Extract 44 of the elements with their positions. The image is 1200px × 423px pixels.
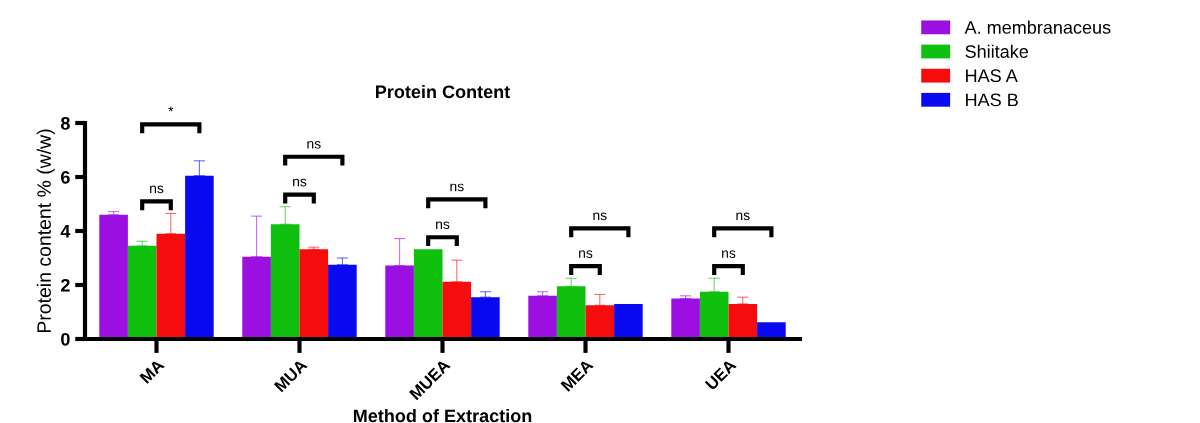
annotation: ns [436,221,450,230]
bar [270,224,300,339]
bar [185,175,214,339]
y-tick-label: 2 [61,278,70,292]
legend-label: Shiitake [965,44,1029,58]
bar [299,249,329,339]
legend-label: HAS B [966,93,1018,107]
bar [699,291,729,339]
text: * [168,106,174,112]
bar [614,303,643,339]
y-tick-label: 8 [60,116,70,130]
legend-label: HAS A [966,69,1018,83]
annotation: ns [450,183,464,192]
annotation: ns [150,185,164,194]
bar [671,298,700,339]
bar [757,322,786,339]
annotation: ns [293,178,307,187]
x-tick-label: UEA [704,358,737,391]
bar [385,265,414,339]
annotation: ns [579,250,593,258]
y-tick-label: 6 [61,170,70,184]
bar [728,303,758,339]
bar [99,214,128,339]
annotation: ns [722,250,736,258]
x-tick-label: MA [139,358,165,384]
bar [556,286,586,339]
y-axis-title: Protein content % (w/w) [36,129,55,333]
bar [127,245,157,339]
x-axis-title: Method of Extraction [353,408,532,423]
bar [528,295,557,339]
bar [585,305,615,339]
legend-label: A. membranaceus [964,20,1111,34]
bar [242,256,271,339]
annotation: ns [736,212,750,221]
bar [413,249,443,339]
chart-title: Protein Content [376,84,510,99]
annotation: ns [593,212,607,221]
y-tick-label: 4 [60,225,71,238]
annotation: ns [307,140,321,149]
y-tick-label: 0 [61,332,70,346]
bar [156,233,186,339]
bar [328,264,357,339]
bar [471,297,500,339]
bar [442,281,472,339]
